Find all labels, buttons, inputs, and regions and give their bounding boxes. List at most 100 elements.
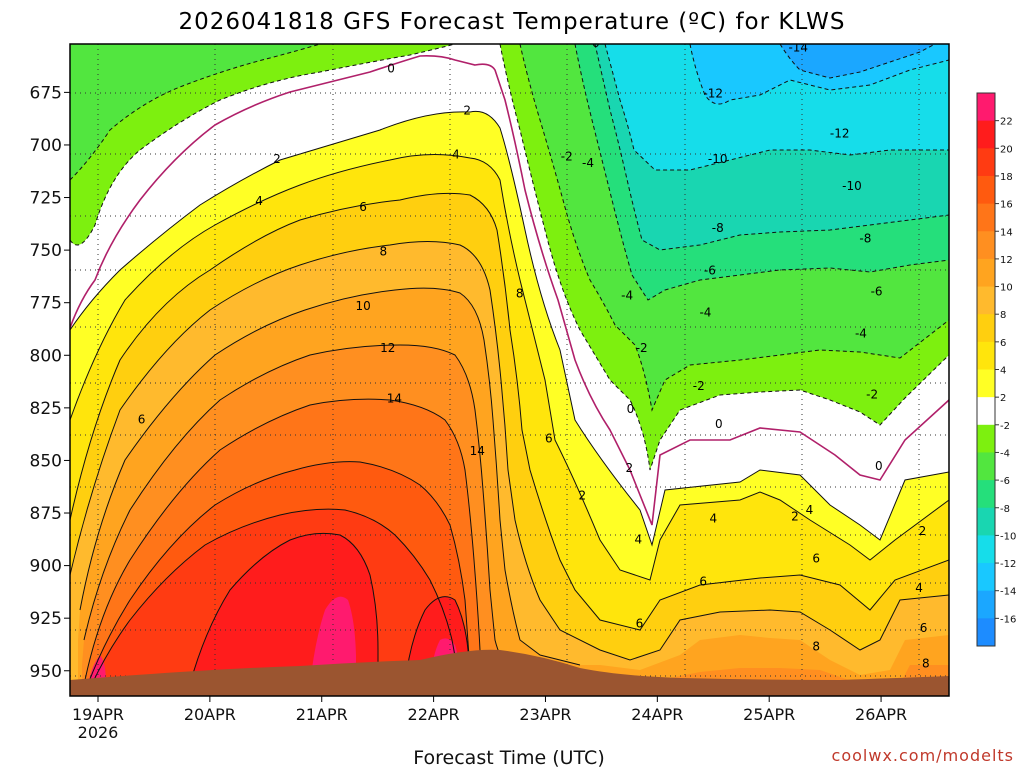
y-tick-label: 825 — [30, 399, 62, 419]
colorbar-swatch — [977, 535, 995, 564]
terrain — [70, 649, 949, 696]
y-tick-label: 800 — [30, 346, 62, 366]
y-tick-label: 775 — [30, 294, 62, 314]
contour-label: -2 — [561, 150, 573, 164]
contour-label: 2 — [626, 461, 634, 475]
colorbar-swatch — [977, 424, 995, 453]
chart-title: 2026041818 GFS Forecast Temperature (ºC)… — [178, 9, 845, 35]
contour-label: -10 — [708, 152, 728, 166]
x-tick-label: 21APR — [296, 705, 348, 724]
colorbar-label: 18 — [1000, 172, 1013, 183]
contour-label: 2 — [579, 488, 587, 502]
contour-label: -8 — [712, 221, 724, 235]
colorbar-label: 2 — [1000, 393, 1006, 404]
contour-label: 4 — [634, 532, 642, 546]
y-tick-label: 850 — [30, 451, 62, 471]
contour-label: 12 — [380, 341, 395, 355]
colorbar-label: 10 — [1000, 283, 1013, 294]
contour-label: -4 — [699, 305, 711, 319]
contour-label: -4 — [582, 156, 594, 170]
contour-label: -4 — [855, 326, 867, 340]
colorbar-label: -14 — [1000, 587, 1016, 598]
y-tick-label: 925 — [30, 609, 62, 629]
contour-label: 4 — [452, 148, 460, 162]
contour-label: 0 — [627, 402, 635, 416]
x-tick-label: 24APR — [631, 705, 683, 724]
cold-contour-lines — [70, 44, 949, 471]
colorbar-swatch — [977, 314, 995, 343]
contour-label: -14 — [788, 40, 808, 54]
contour-label: -12 — [830, 127, 850, 141]
x-tick-label: 26APR — [855, 705, 907, 724]
colorbar-swatch — [977, 258, 995, 288]
y-tick-label: 900 — [30, 557, 62, 577]
colorbar-swatch — [977, 341, 995, 370]
colorbar-swatch — [977, 452, 995, 481]
contour-label: 4 — [255, 194, 263, 208]
contour-label: 6 — [812, 551, 820, 565]
contour-label: 6 — [545, 432, 553, 446]
x-axis-title: Forecast Time (UTC) — [413, 747, 604, 768]
contour-label: 8 — [516, 286, 524, 300]
grid-lines — [70, 44, 949, 696]
x-tick-label: 25APR — [743, 705, 795, 724]
colorbar-label: 12 — [1000, 255, 1013, 266]
contour-label: 14 — [387, 392, 402, 406]
colorbar-swatch — [977, 175, 995, 205]
contour-label: 2 — [463, 103, 471, 117]
y-tick-label: 750 — [30, 241, 62, 261]
y-axis: 675 700 725 750 775 800 825 850 875 900 925 950 — [30, 83, 70, 682]
colorbar-label: 14 — [1000, 227, 1013, 238]
contour-label: 8 — [379, 244, 387, 258]
plot-frame — [69, 43, 950, 697]
contour-lines — [70, 110, 949, 685]
colorbar-swatch — [977, 120, 995, 149]
freezing-line — [70, 55, 949, 526]
colorbar-label: 20 — [1000, 144, 1013, 155]
y-tick-label: 875 — [30, 504, 62, 524]
contour-label: -2 — [866, 387, 878, 401]
temp-band-neg14C — [780, 44, 935, 78]
contour-label: 4 — [806, 503, 814, 517]
colorbar-label: -16 — [1000, 614, 1016, 625]
contour-label: 6 — [920, 621, 928, 635]
colorbar-label: -8 — [1000, 504, 1010, 515]
contour-label: 8 — [922, 657, 930, 671]
colorbar-swatch — [977, 148, 995, 177]
contour-label: 6 — [359, 200, 367, 214]
contour-label: -2 — [693, 379, 705, 393]
colorbar-swatch — [977, 286, 995, 315]
y-tick-label: 675 — [30, 83, 62, 103]
colorbar: 22 20 18 16 14 12 10 8 6 4 2 -2 -4 -6 -8 -10 -12 -14 -16 — [976, 92, 1016, 647]
colorbar-label: -10 — [1000, 531, 1016, 542]
x-tick-label: 19APR — [72, 705, 124, 724]
contour-label: 0 — [875, 459, 883, 473]
colorbar-swatch — [977, 480, 995, 509]
contour-label: 0 — [387, 61, 395, 75]
contour-label: 0 — [715, 417, 723, 431]
contour-label: -4 — [621, 288, 633, 302]
x-tick-label: 22APR — [408, 705, 460, 724]
contour-label: 6 — [138, 413, 146, 427]
contour-label: 6 — [636, 617, 644, 631]
colorbar-swatch — [977, 369, 995, 398]
colorbar-label: -2 — [1000, 421, 1010, 432]
contour-label: -2 — [636, 341, 648, 355]
colorbar-label: -6 — [1000, 476, 1010, 487]
colorbar-swatch — [977, 507, 995, 536]
colorbar-label: 8 — [1000, 310, 1006, 321]
x-axis: 19APR 20APR 21APR 22APR 23APR 24APR 25APR 26APR — [72, 696, 907, 724]
contour-label: -8 — [859, 232, 871, 246]
colorbar-swatch — [977, 590, 995, 619]
contour-label: 8 — [812, 640, 820, 654]
y-tick-label: 700 — [30, 136, 62, 156]
credit-label: coolwx.com/modelts — [832, 746, 1014, 765]
colorbar-swatch — [977, 231, 995, 260]
x-tick-label: 20APR — [184, 705, 236, 724]
contour-label: -10 — [842, 179, 862, 193]
contour-label: -12 — [703, 87, 723, 101]
contour-label: 10 — [355, 299, 370, 313]
contour-label: 2 — [273, 152, 281, 166]
